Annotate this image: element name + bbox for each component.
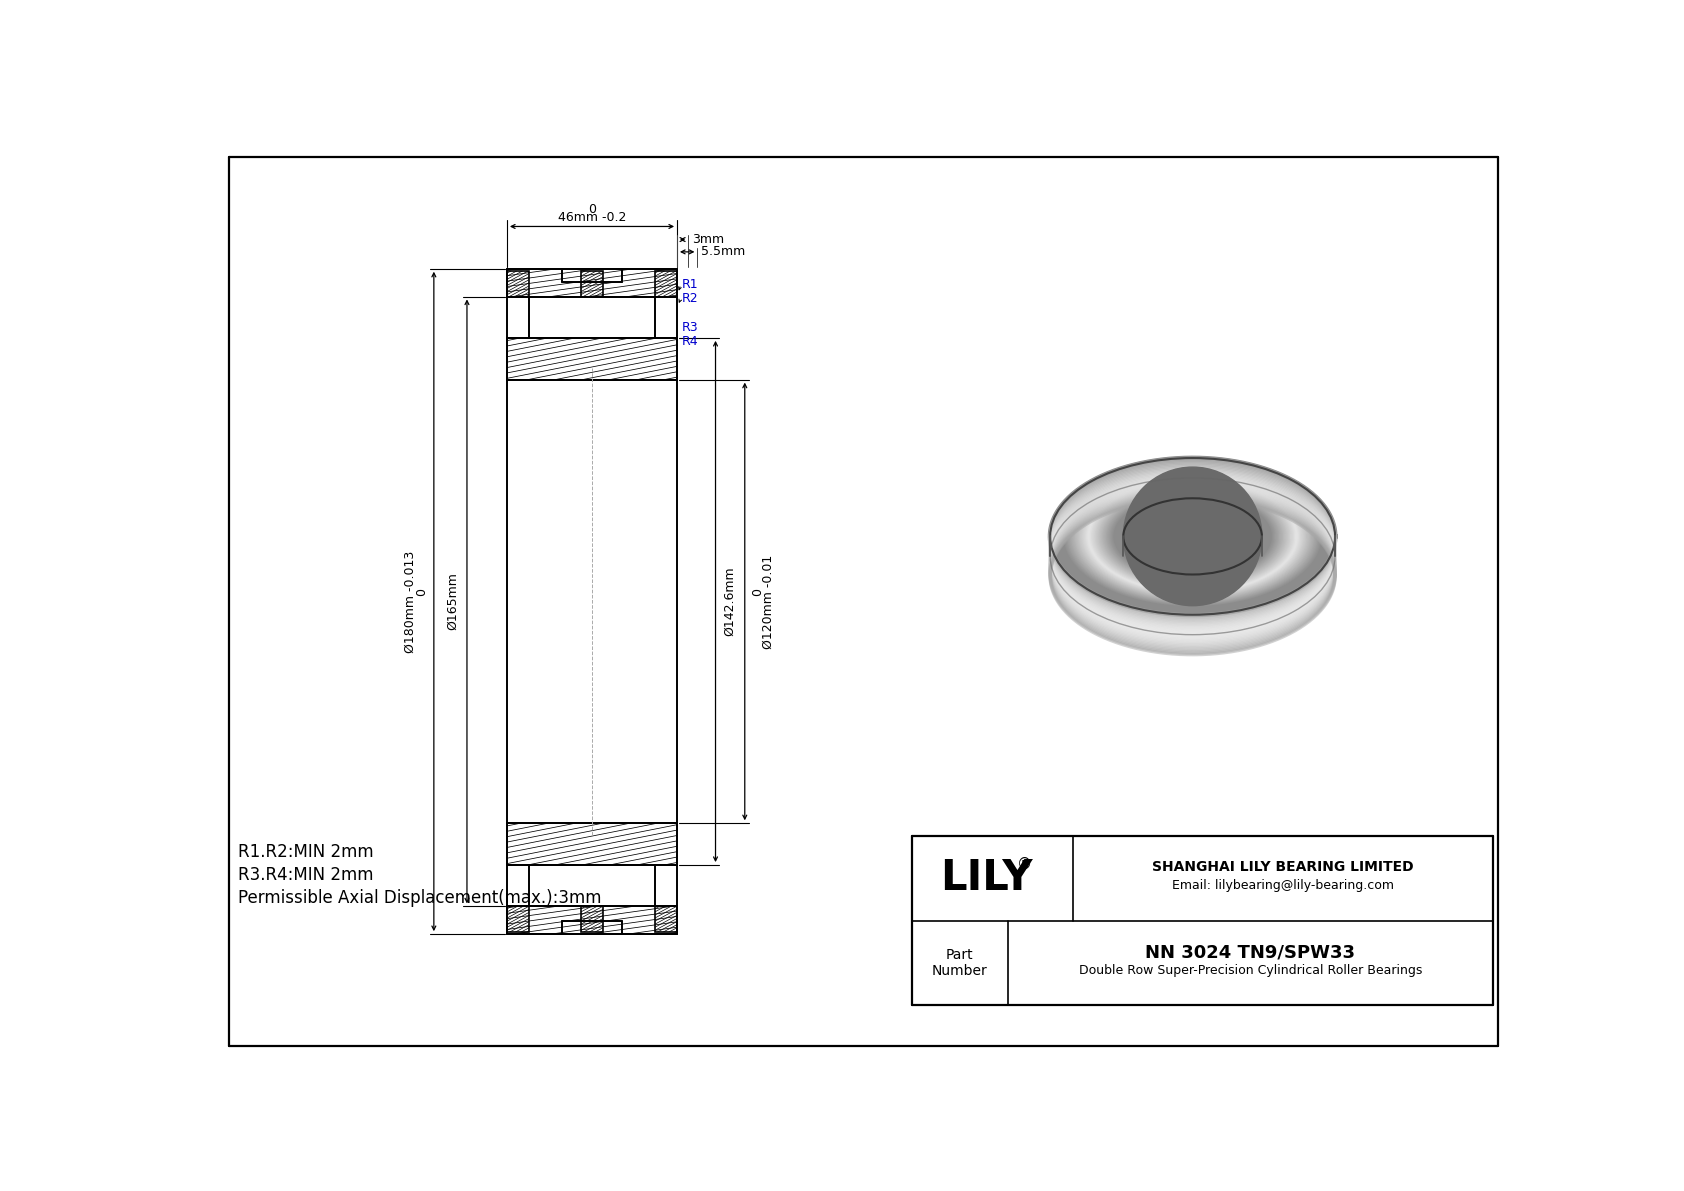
Text: Ø120mm -0.01: Ø120mm -0.01	[761, 554, 775, 649]
Circle shape	[1123, 467, 1261, 606]
Text: Email: lilybearing@lily-bearing.com: Email: lilybearing@lily-bearing.com	[1172, 879, 1394, 892]
Text: Ø142.6mm: Ø142.6mm	[722, 567, 736, 636]
Text: Ø180mm -0.013: Ø180mm -0.013	[404, 550, 418, 653]
Text: Ø165mm: Ø165mm	[446, 573, 460, 630]
Text: LILY: LILY	[940, 858, 1032, 899]
Text: NN 3024 TN9/SPW33: NN 3024 TN9/SPW33	[1145, 943, 1356, 961]
Text: Double Row Super-Precision Cylindrical Roller Bearings: Double Row Super-Precision Cylindrical R…	[1079, 965, 1421, 977]
Text: SHANGHAI LILY BEARING LIMITED: SHANGHAI LILY BEARING LIMITED	[1152, 860, 1415, 874]
Text: Permissible Axial Displacement(max.):3mm: Permissible Axial Displacement(max.):3mm	[237, 890, 601, 908]
Text: R1: R1	[682, 278, 699, 291]
Text: 0: 0	[588, 202, 596, 216]
Text: R3: R3	[682, 320, 699, 333]
Text: ®: ®	[1017, 856, 1032, 872]
Text: 0: 0	[751, 588, 765, 597]
Text: 5.5mm: 5.5mm	[701, 245, 746, 258]
Text: 0: 0	[414, 588, 428, 597]
Text: Part
Number: Part Number	[931, 948, 987, 978]
Text: 46mm -0.2: 46mm -0.2	[557, 211, 626, 224]
Text: R4: R4	[682, 335, 699, 348]
Text: 3mm: 3mm	[692, 233, 724, 247]
Text: R1.R2:MIN 2mm: R1.R2:MIN 2mm	[237, 843, 374, 861]
Text: R2: R2	[682, 292, 699, 305]
Text: R3.R4:MIN 2mm: R3.R4:MIN 2mm	[237, 866, 374, 884]
